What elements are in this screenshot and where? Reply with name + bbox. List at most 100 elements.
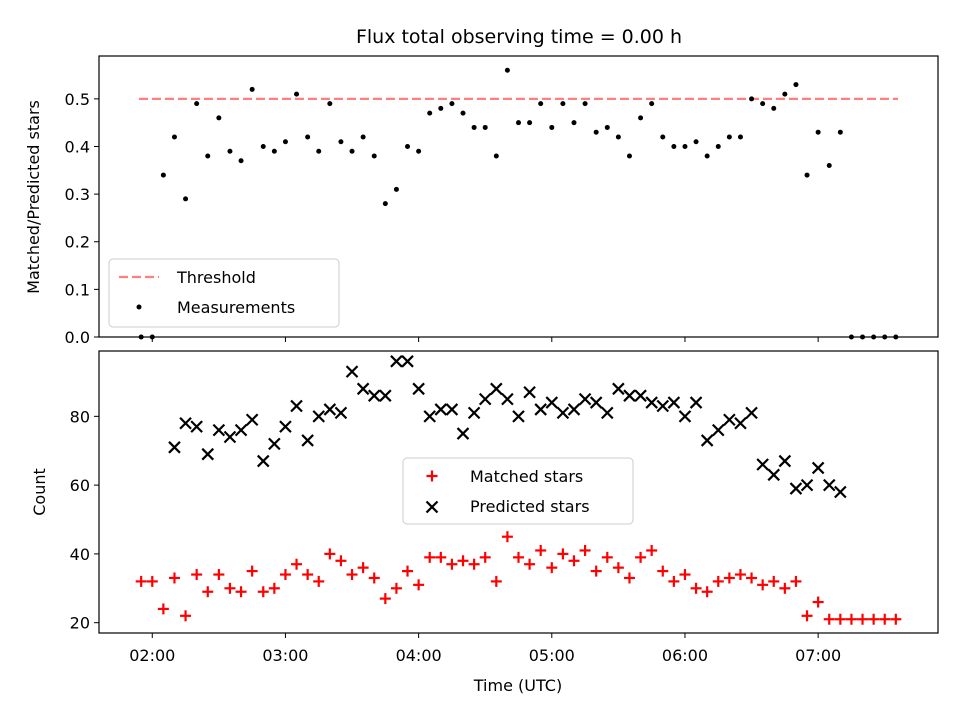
legend-matched-label: Matched stars bbox=[470, 467, 583, 486]
predicted-star-point bbox=[645, 396, 658, 409]
count-legend: Matched stars Predicted stars bbox=[402, 457, 634, 525]
matched-star-point bbox=[623, 572, 635, 584]
count-plot-frame bbox=[98, 350, 939, 634]
matched-stars-points bbox=[135, 531, 902, 625]
predicted-star-point bbox=[656, 399, 670, 413]
matched-star-point bbox=[135, 575, 147, 587]
measurement-point bbox=[715, 143, 721, 149]
ratio-y-axis-label: Matched/Predicted stars bbox=[24, 100, 43, 294]
measurement-point bbox=[405, 143, 411, 149]
matched-star-point bbox=[435, 551, 447, 563]
predicted-star-point bbox=[612, 382, 625, 396]
predicted-star-point bbox=[523, 385, 536, 399]
measurement-point bbox=[626, 153, 632, 159]
matched-star-point bbox=[501, 531, 513, 543]
matched-star-point bbox=[546, 562, 558, 574]
legend-measurements-label: Measurements bbox=[177, 298, 295, 317]
matched-star-point bbox=[302, 569, 314, 581]
matched-star-point bbox=[213, 569, 225, 581]
matched-star-point bbox=[723, 572, 735, 584]
measurement-point bbox=[416, 148, 422, 154]
measurement-point bbox=[360, 134, 366, 140]
measurement-point bbox=[671, 143, 677, 149]
measurement-points bbox=[138, 67, 899, 340]
predicted-star-point bbox=[434, 403, 448, 416]
matched-star-point bbox=[479, 551, 491, 563]
matched-star-point bbox=[424, 551, 436, 563]
matched-star-point bbox=[390, 582, 402, 594]
predicted-star-point bbox=[467, 406, 481, 420]
matched-star-point bbox=[457, 555, 469, 567]
predicted-star-point bbox=[168, 441, 181, 454]
legend-matched-marker bbox=[426, 470, 438, 482]
predicted-star-point bbox=[578, 392, 592, 406]
matched-star-point bbox=[845, 613, 857, 625]
predicted-star-point bbox=[490, 382, 503, 396]
predicted-star-point bbox=[290, 399, 303, 413]
measurement-point bbox=[305, 134, 311, 140]
predicted-star-point bbox=[834, 485, 847, 499]
count-x-tick-label: 04:00 bbox=[396, 646, 442, 665]
matched-star-point bbox=[857, 613, 869, 625]
predicted-star-point bbox=[201, 447, 215, 461]
count-y-ticks: 20 40 60 80 bbox=[70, 407, 99, 633]
matched-star-point bbox=[890, 613, 902, 625]
measurement-point bbox=[393, 186, 399, 192]
measurement-point bbox=[737, 134, 743, 140]
measurement-point bbox=[516, 120, 521, 126]
matched-star-point bbox=[590, 565, 602, 577]
predicted-star-point bbox=[689, 396, 703, 409]
predicted-star-point bbox=[778, 454, 792, 468]
predicted-star-point bbox=[412, 382, 425, 396]
measurement-point bbox=[482, 124, 488, 130]
matched-star-point bbox=[268, 582, 280, 594]
measurement-point bbox=[249, 86, 255, 92]
matched-star-point bbox=[701, 586, 713, 598]
matched-star-point bbox=[180, 610, 192, 622]
matched-star-point bbox=[368, 572, 380, 584]
measurement-point bbox=[427, 110, 433, 116]
predicted-star-point bbox=[356, 382, 370, 396]
predicted-star-point bbox=[456, 427, 470, 440]
measurement-point bbox=[338, 139, 344, 145]
matched-star-point bbox=[657, 565, 669, 577]
measurement-point bbox=[593, 129, 599, 135]
measurement-point bbox=[826, 163, 832, 169]
matched-star-point bbox=[246, 565, 258, 577]
matched-star-point bbox=[191, 569, 203, 581]
matched-star-point bbox=[146, 575, 158, 587]
predicted-star-point bbox=[667, 396, 681, 409]
matched-star-point bbox=[768, 575, 780, 587]
count-y-tick-label: 60 bbox=[70, 476, 90, 495]
matched-star-point bbox=[257, 586, 269, 598]
matched-star-point bbox=[291, 558, 303, 570]
measurement-point bbox=[194, 101, 200, 107]
predicted-star-point bbox=[623, 389, 636, 402]
measurement-point bbox=[804, 172, 810, 178]
predicted-star-point bbox=[179, 416, 192, 430]
measurement-point bbox=[349, 148, 355, 154]
predicted-star-point bbox=[723, 413, 736, 427]
ratio-y-tick-label: 0.5 bbox=[65, 90, 90, 109]
matched-star-point bbox=[524, 558, 536, 570]
matched-star-point bbox=[879, 613, 891, 625]
matched-star-point bbox=[801, 610, 813, 622]
matched-star-point bbox=[834, 613, 846, 625]
measurement-point bbox=[760, 101, 766, 107]
predicted-star-point bbox=[367, 389, 381, 402]
matched-star-point bbox=[712, 575, 724, 587]
measurement-point bbox=[371, 153, 377, 159]
predicted-star-point bbox=[423, 410, 436, 423]
measurement-point bbox=[449, 101, 455, 107]
measurement-point bbox=[538, 101, 544, 107]
predicted-star-point bbox=[767, 468, 781, 482]
legend-predicted-label: Predicted stars bbox=[470, 497, 590, 516]
measurement-point bbox=[160, 172, 166, 178]
count-x-tick-label: 02:00 bbox=[129, 646, 175, 665]
matched-star-point bbox=[413, 579, 425, 591]
matched-star-point bbox=[790, 575, 802, 587]
measurement-point bbox=[271, 148, 277, 154]
predicted-star-point bbox=[501, 392, 514, 406]
measurement-point bbox=[171, 134, 177, 140]
